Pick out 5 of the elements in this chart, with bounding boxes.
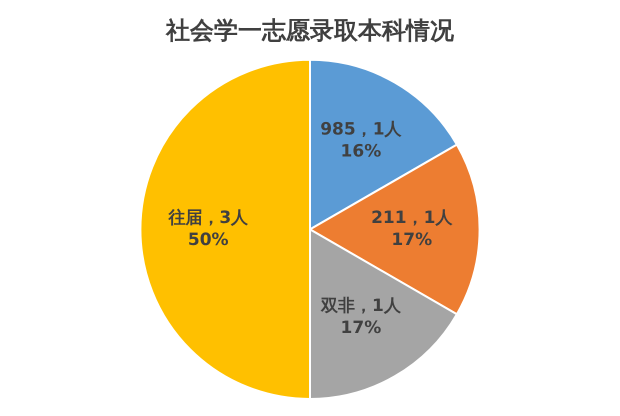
chart-title: 社会学一志愿录取本科情况 <box>165 16 455 45</box>
slice-label: 211，1人 17% <box>371 208 454 250</box>
slice-label: 双非，1人 17% <box>320 296 402 338</box>
slice-label: 往届，3人 50% <box>167 208 250 250</box>
slice-label: 985，1人 16% <box>320 120 403 162</box>
